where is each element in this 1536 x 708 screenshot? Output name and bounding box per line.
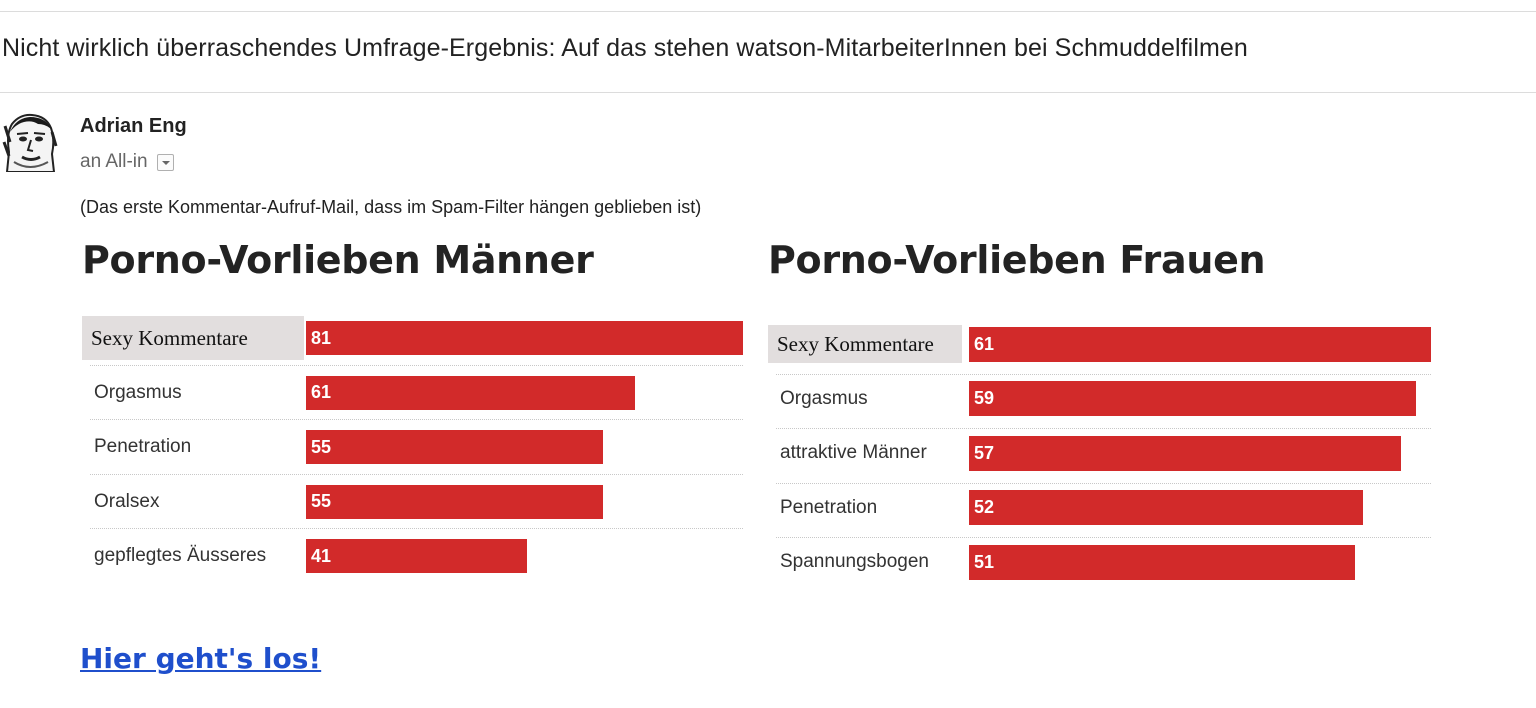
row-separator <box>90 364 743 366</box>
row-separator <box>776 428 1431 429</box>
data-label: 57 <box>974 442 995 463</box>
bar: 61 <box>969 326 1431 362</box>
category-label: Sexy Kommentare <box>768 325 962 363</box>
sender-name[interactable]: Adrian Eng <box>80 115 187 137</box>
row-separator <box>90 528 743 529</box>
data-label: 55 <box>311 491 332 511</box>
chart-row: Oralsex 55 <box>82 480 743 524</box>
chart-row: Orgasmus 59 <box>768 380 1431 418</box>
recipient-line: an All-in <box>80 151 174 173</box>
chart-row: Spannungsbogen 51 <box>768 543 1431 581</box>
bar: 57 <box>969 435 1401 471</box>
category-label: Penetration <box>780 496 878 518</box>
category-label: Oralsex <box>94 490 160 512</box>
data-label: 59 <box>974 388 995 408</box>
chart-row: Sexy Kommentare 61 <box>768 325 1431 363</box>
top-divider <box>0 11 1536 12</box>
chart-row: attraktive Männer 57 <box>768 434 1431 472</box>
bar: 51 <box>969 544 1355 580</box>
data-label: 51 <box>974 551 995 572</box>
avatar[interactable] <box>2 112 58 172</box>
data-label: 55 <box>311 436 332 457</box>
subject-divider <box>0 92 1536 93</box>
hier-gehts-los-link[interactable]: Hier geht's los! <box>80 642 322 675</box>
data-label: 52 <box>974 497 995 517</box>
chevron-down-icon[interactable] <box>156 153 174 171</box>
bar: 59 <box>969 381 1416 416</box>
chart-row: Orgasmus 61 <box>82 371 743 415</box>
category-label: Spannungsbogen <box>780 551 929 572</box>
chart-row: Sexy Kommentare 81 <box>82 316 743 360</box>
chart-title: Porno-Vorlieben Männer <box>82 238 594 282</box>
category-label: attraktive Männer <box>780 442 927 463</box>
row-separator <box>90 473 743 475</box>
data-label: 61 <box>311 382 332 402</box>
chart-row: gepflegtes Äusseres 41 <box>82 534 743 578</box>
category-label: Orgasmus <box>780 387 868 409</box>
row-separator <box>90 419 743 420</box>
category-label: gepflegtes Äusseres <box>94 545 267 566</box>
email-subject: Nicht wirklich überraschendes Umfrage-Er… <box>2 34 1248 62</box>
category-label: Sexy Kommentare <box>82 316 304 360</box>
category-label: Penetration <box>94 436 192 457</box>
data-label: 61 <box>974 333 995 354</box>
bar: 61 <box>306 375 635 410</box>
chart-maenner: Porno-Vorlieben Männer Sexy Kommentare 81… <box>82 238 744 583</box>
chart-row: Penetration 55 <box>82 425 743 469</box>
chart-title: Porno-Vorlieben Frauen <box>768 238 1266 282</box>
email-note: (Das erste Kommentar-Aufruf-Mail, dass i… <box>80 197 702 217</box>
bar: 81 <box>306 321 743 355</box>
chart-row: Penetration 52 <box>768 489 1431 527</box>
row-separator <box>776 537 1431 538</box>
recipient-label: an All-in <box>80 151 148 172</box>
bar: 52 <box>969 490 1363 525</box>
chart-frauen: Porno-Vorlieben Frauen Sexy Kommentare 61… <box>768 238 1432 583</box>
data-label: 41 <box>311 545 332 566</box>
row-separator <box>776 373 1431 375</box>
row-separator <box>776 482 1431 484</box>
person-sketch-avatar-icon <box>2 112 58 172</box>
bar: 41 <box>306 539 527 573</box>
category-label: Orgasmus <box>94 381 182 403</box>
data-label: 81 <box>311 327 332 348</box>
bar: 55 <box>306 430 603 464</box>
bar: 55 <box>306 484 603 519</box>
